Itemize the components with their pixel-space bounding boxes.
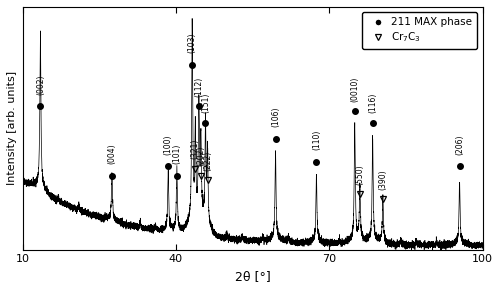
Text: (106): (106): [271, 107, 280, 127]
Text: (110): (110): [312, 130, 321, 150]
Text: (151): (151): [201, 93, 210, 113]
Text: (002): (002): [36, 74, 45, 95]
Y-axis label: Intensity [arb. units]: Intensity [arb. units]: [7, 71, 17, 185]
Text: (100): (100): [164, 134, 172, 155]
Text: (0010): (0010): [350, 76, 360, 102]
Text: (222): (222): [203, 151, 212, 171]
Text: (321): (321): [191, 139, 200, 160]
Text: (112): (112): [194, 77, 203, 97]
Text: (202): (202): [196, 146, 205, 166]
X-axis label: 2θ [°]: 2θ [°]: [234, 270, 270, 283]
Legend: 211 MAX phase, Cr$_7$C$_3$: 211 MAX phase, Cr$_7$C$_3$: [362, 12, 478, 50]
Text: (116): (116): [368, 93, 377, 113]
Text: (550): (550): [356, 164, 364, 185]
Text: (004): (004): [108, 144, 116, 164]
Text: (206): (206): [455, 134, 464, 155]
Text: (103): (103): [188, 33, 196, 53]
Text: (101): (101): [172, 144, 182, 164]
Text: (390): (390): [378, 169, 388, 190]
